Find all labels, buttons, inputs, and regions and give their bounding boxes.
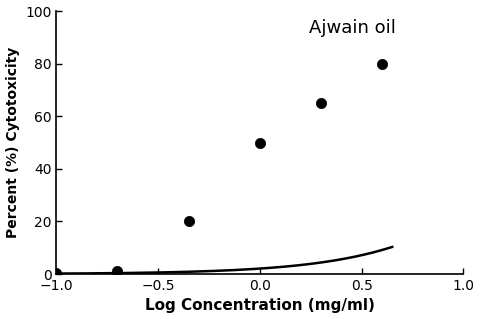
Point — [317, 100, 325, 106]
Point — [256, 140, 264, 145]
Point — [185, 219, 192, 224]
Y-axis label: Percent (%) Cytotoxicity: Percent (%) Cytotoxicity — [6, 47, 20, 238]
Point — [378, 61, 386, 66]
Text: Ajwain oil: Ajwain oil — [309, 19, 396, 37]
X-axis label: Log Concentration (mg/ml): Log Concentration (mg/ml) — [145, 299, 375, 314]
Point — [114, 269, 121, 274]
Point — [52, 270, 60, 275]
